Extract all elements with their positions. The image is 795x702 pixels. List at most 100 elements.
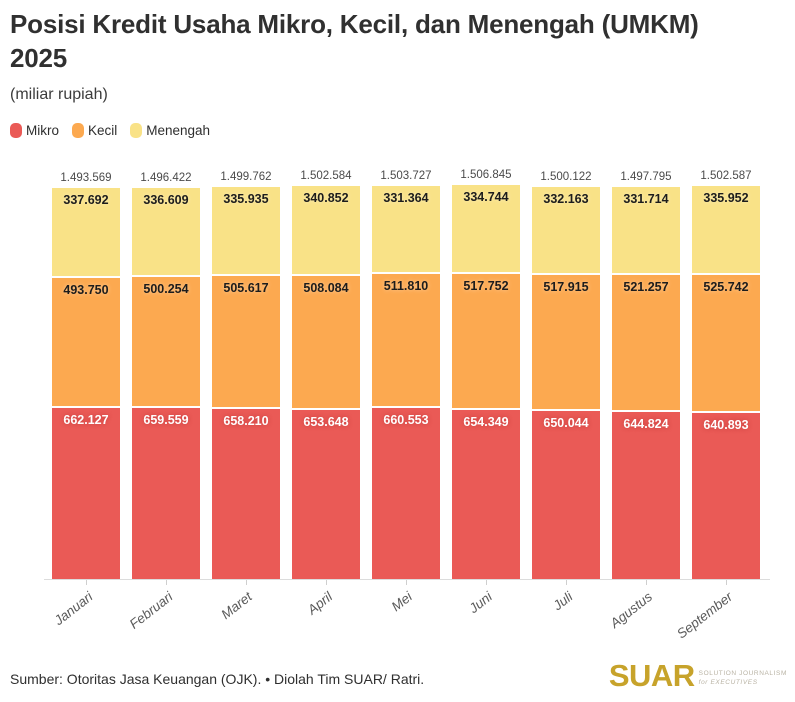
- bar-column: 1.503.727 331.364 511.810 660.553: [372, 170, 440, 579]
- bar-segment-menengah: 332.163: [532, 186, 600, 273]
- segment-value-label: 332.163: [543, 191, 589, 206]
- suar-logo-tagline: SOLUTION JOURNALISM for EXECUTIVES: [699, 664, 787, 687]
- segment-value-label: 493.750: [63, 282, 109, 297]
- x-axis-tick: [246, 580, 247, 585]
- suar-logo-wordmark: SUAR: [608, 658, 695, 693]
- stacked-bar-chart: 1.493.569 337.692 493.750 662.127 1.496.422 3…: [44, 160, 770, 641]
- bar-total-label: 1.506.845: [460, 169, 512, 182]
- bar-total-label: 1.493.569: [60, 172, 112, 185]
- segment-value-label: 335.952: [703, 191, 749, 206]
- segment-value-label: 500.254: [143, 281, 189, 296]
- legend-label-kecil: Kecil: [88, 123, 118, 138]
- bar-column: 1.497.795 331.714 521.257 644.824: [612, 171, 680, 579]
- bar-column: 1.502.587 335.952 525.742 640.893: [692, 170, 760, 579]
- bar-stack: 335.935 505.617 658.210: [212, 186, 280, 579]
- bar-segment-kecil: 517.752: [452, 273, 520, 408]
- segment-value-label: 644.824: [623, 417, 669, 432]
- x-axis-label: Juni: [466, 589, 496, 617]
- segment-value-label: 334.744: [463, 190, 509, 205]
- bar-segment-mikro: 658.210: [212, 408, 280, 579]
- x-axis-label: Juli: [550, 589, 576, 614]
- bar-segment-kecil: 511.810: [372, 273, 440, 406]
- segment-value-label: 335.935: [223, 191, 269, 206]
- page-title: Posisi Kredit Usaha Mikro, Kecil, dan Me…: [10, 8, 788, 76]
- bar-segment-kecil: 525.742: [692, 275, 760, 412]
- segment-value-label: 337.692: [63, 193, 109, 208]
- segment-value-label: 521.257: [623, 280, 669, 295]
- segment-value-label: 659.559: [143, 413, 189, 428]
- bar-stack: 336.609 500.254 659.559: [132, 187, 200, 579]
- segment-value-label: 336.609: [143, 192, 189, 207]
- x-axis-label: Maret: [218, 589, 256, 623]
- bar-segment-kecil: 505.617: [212, 275, 280, 407]
- segment-value-label: 331.714: [623, 192, 669, 207]
- segment-value-label: 517.752: [463, 278, 509, 293]
- bar-segment-kecil: 508.084: [292, 276, 360, 408]
- bar-segment-mikro: 644.824: [612, 412, 680, 579]
- bar-stack: 331.364 511.810 660.553: [372, 185, 440, 579]
- suar-logo: SUAR SOLUTION JOURNALISM for EXECUTIVES: [609, 660, 787, 691]
- bar-segment-menengah: 337.692: [52, 188, 120, 276]
- x-axis-label: September: [673, 589, 736, 642]
- x-axis-label: Agustus: [607, 589, 656, 631]
- chart-subtitle: (miliar rupiah): [10, 86, 108, 103]
- segment-value-label: 511.810: [383, 278, 429, 293]
- legend-item-menengah: Menengah: [130, 123, 210, 138]
- bar-stack: 335.952 525.742 640.893: [692, 186, 760, 579]
- bar-stack: 340.852 508.084 653.648: [292, 186, 360, 579]
- bar-total-label: 1.503.727: [380, 169, 432, 182]
- bar-segment-menengah: 331.714: [612, 187, 680, 274]
- title-line1: Posisi Kredit Usaha Mikro, Kecil, dan Me…: [10, 9, 699, 39]
- bar-segment-mikro: 640.893: [692, 413, 760, 579]
- kecil-swatch-icon: [72, 123, 84, 138]
- bar-segment-kecil: 493.750: [52, 277, 120, 406]
- tagline-line2: for EXECUTIVES: [698, 679, 758, 686]
- segment-value-label: 662.127: [63, 412, 109, 427]
- x-axis-tick: [86, 580, 87, 585]
- bar-segment-menengah: 336.609: [132, 187, 200, 275]
- segment-value-label: 505.617: [223, 280, 269, 295]
- x-axis-baseline: [44, 579, 770, 580]
- bar-stack: 334.744 517.752 654.349: [452, 185, 520, 579]
- x-axis: Januari Februari Maret April Mei Juni Juli Agus…: [51, 580, 760, 660]
- bar-segment-kecil: 521.257: [612, 275, 680, 411]
- legend-label-menengah: Menengah: [146, 123, 211, 138]
- segment-value-label: 508.084: [303, 281, 349, 296]
- source-note: Sumber: Otoritas Jasa Keuangan (OJK). • …: [10, 671, 425, 687]
- bar-stack: 337.692 493.750 662.127: [52, 188, 120, 579]
- segment-value-label: 525.742: [703, 280, 749, 295]
- legend-label-mikro: Mikro: [26, 123, 59, 138]
- bar-column: 1.502.584 340.852 508.084 653.648: [292, 170, 360, 579]
- bar-segment-menengah: 335.952: [692, 186, 760, 274]
- x-axis-tick: [486, 580, 487, 585]
- bar-segment-menengah: 334.744: [452, 185, 520, 272]
- segment-value-label: 653.648: [303, 414, 349, 429]
- segment-value-label: 650.044: [543, 415, 589, 430]
- x-axis-label: Februari: [126, 589, 176, 632]
- bar-total-label: 1.499.762: [220, 170, 272, 183]
- segment-value-label: 660.553: [383, 413, 429, 427]
- x-axis-tick: [566, 580, 567, 585]
- legend-item-kecil: Kecil: [72, 123, 117, 138]
- segment-value-label: 654.349: [463, 414, 509, 429]
- bar-column: 1.500.122 332.163 517.915 650.044: [532, 171, 600, 579]
- bar-segment-kecil: 517.915: [532, 274, 600, 409]
- title-line2: 2025: [10, 42, 68, 73]
- bar-total-label: 1.497.795: [620, 171, 672, 184]
- bar-segment-menengah: 331.364: [372, 185, 440, 272]
- segment-value-label: 517.915: [543, 279, 589, 294]
- bar-segment-mikro: 659.559: [132, 408, 200, 579]
- x-axis-tick: [726, 580, 727, 585]
- x-axis-tick: [646, 580, 647, 585]
- bar-stack: 332.163 517.915 650.044: [532, 186, 600, 579]
- bar-total-label: 1.496.422: [140, 171, 192, 184]
- bar-column: 1.496.422 336.609 500.254 659.559: [132, 172, 200, 579]
- bar-segment-mikro: 650.044: [532, 410, 600, 579]
- bar-column: 1.499.762 335.935 505.617 658.210: [212, 171, 280, 579]
- x-axis-tick: [326, 580, 327, 585]
- bar-segment-mikro: 654.349: [452, 409, 520, 579]
- segment-value-label: 340.852: [303, 191, 349, 206]
- bar-total-label: 1.500.122: [540, 170, 592, 183]
- x-axis-tick: [166, 580, 167, 585]
- x-axis-label: Mei: [388, 589, 416, 615]
